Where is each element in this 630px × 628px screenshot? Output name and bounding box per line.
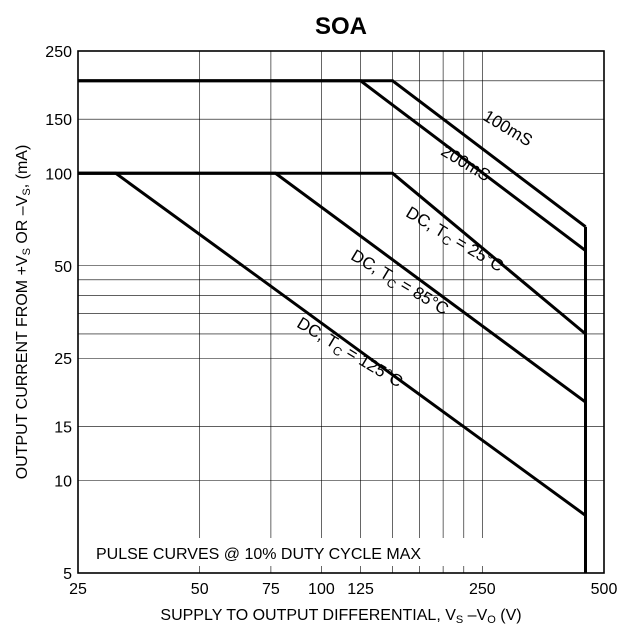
y-tick-label: 25	[54, 351, 72, 368]
y-axis-label: OUTPUT CURRENT FROM +VS OR –VS, (mA)	[14, 145, 33, 480]
pulse-annotation: PULSE CURVES @ 10% DUTY CYCLE MAX	[96, 546, 421, 563]
y-tick-label: 5	[63, 566, 72, 583]
y-tick-label: 50	[54, 259, 72, 276]
series-label: 100mS	[480, 106, 536, 150]
series-line	[78, 171, 587, 336]
x-tick-label: 125	[347, 581, 374, 598]
x-tick-label: 250	[469, 581, 496, 598]
pulse-annotation-box: PULSE CURVES @ 10% DUTY CYCLE MAX	[90, 538, 566, 566]
series-label: DC, TC = 125°C	[292, 313, 406, 393]
x-tick-label: 50	[191, 581, 209, 598]
y-tick-label: 15	[54, 419, 72, 436]
x-tick-label: 500	[591, 581, 618, 598]
x-tick-label: 100	[308, 581, 335, 598]
series-label: DC, TC = 25°C	[401, 203, 507, 279]
y-tick-label: 100	[45, 166, 72, 183]
series-label: 200mS	[438, 141, 494, 185]
y-tick-label: 150	[45, 112, 72, 129]
series-label: DC, TC = 85°C	[346, 246, 452, 322]
plot-frame	[77, 50, 605, 574]
series-lines	[78, 79, 588, 573]
series-line	[78, 79, 587, 228]
series-line	[78, 171, 587, 404]
x-tick-label: 25	[69, 581, 87, 598]
y-tick-label: 10	[54, 474, 72, 491]
x-axis-label: SUPPLY TO OUTPUT DIFFERENTIAL, VS –VO (V…	[160, 607, 521, 626]
tick-labels: 25 50 75 100 125 250 500 5 10 15 25 50 100 150 250	[45, 44, 617, 598]
x-tick-label: 75	[262, 581, 280, 598]
y-tick-label: 250	[45, 44, 72, 61]
series-line	[78, 79, 587, 252]
chart-title: SOA	[315, 13, 367, 40]
series-line	[78, 171, 587, 517]
